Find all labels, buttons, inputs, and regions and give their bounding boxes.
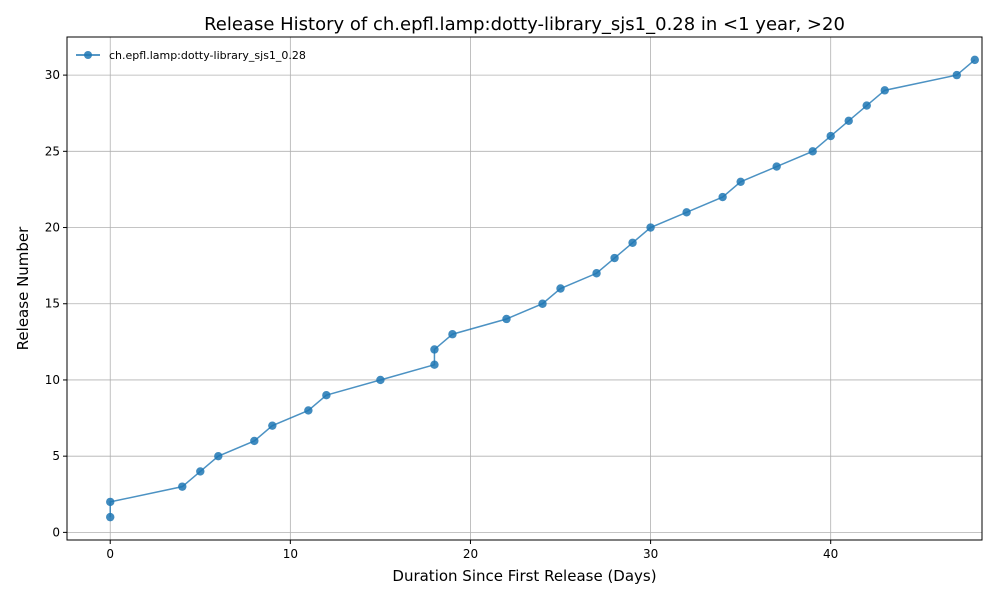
- data-point: [502, 314, 511, 324]
- data-point: [178, 482, 187, 491]
- x-tick-label: 40: [823, 547, 838, 561]
- data-point: [826, 131, 835, 141]
- data-point: [304, 406, 313, 415]
- data-point: [628, 238, 637, 247]
- x-axis-label: Duration Since First Release (Days): [392, 567, 656, 585]
- data-point: [430, 360, 439, 369]
- x-tick-label: 10: [283, 547, 298, 561]
- plot-frame: [66, 36, 983, 541]
- data-point: [970, 55, 979, 65]
- data-point: [250, 436, 259, 446]
- data-point: [808, 147, 817, 156]
- data-point: [322, 390, 331, 400]
- data-point: [772, 162, 781, 171]
- y-axis-ticks: 0 5 10 15 20 25 30: [45, 68, 67, 539]
- data-point: [592, 269, 601, 278]
- x-axis-ticks: 01020304050: [106, 540, 838, 561]
- y-tick-label: 5: [52, 449, 60, 463]
- data-point: [844, 116, 853, 126]
- x-tick-label: 20: [463, 547, 478, 561]
- data-point: [106, 497, 115, 507]
- data-point: [376, 375, 385, 385]
- x-tick-label: 30: [643, 547, 658, 561]
- chart-title: Release History of ch.epfl.lamp:dotty-li…: [204, 14, 845, 35]
- data-point: [106, 512, 115, 522]
- legend-marker-swatch: [84, 51, 92, 59]
- data-point: [268, 421, 277, 430]
- data-point: [196, 467, 205, 476]
- data-point: [556, 284, 565, 293]
- data-point: [610, 253, 619, 263]
- data-point: [952, 70, 961, 80]
- data-point: [214, 451, 223, 461]
- data-point: [448, 330, 457, 339]
- data-point: [538, 299, 547, 308]
- data-point: [646, 223, 655, 232]
- series-layer: [106, 55, 979, 522]
- data-point: [736, 177, 745, 187]
- data-point: [880, 86, 889, 95]
- legend: ch.epfl.lamp:dotty-library_sjs1_0.28: [76, 49, 306, 62]
- y-tick-label: 30: [45, 68, 60, 82]
- data-point: [430, 345, 439, 354]
- data-point: [682, 208, 691, 217]
- y-tick-label: 20: [45, 221, 60, 235]
- y-tick-label: 15: [45, 297, 60, 311]
- y-tick-label: 25: [45, 144, 60, 158]
- y-tick-label: 0: [52, 525, 60, 539]
- legend-entry-label: ch.epfl.lamp:dotty-library_sjs1_0.28: [109, 49, 306, 62]
- x-tick-label: 0: [106, 547, 114, 561]
- y-axis-label: Release Number: [14, 226, 32, 350]
- y-tick-label: 10: [45, 373, 60, 387]
- data-point: [718, 192, 727, 202]
- data-point: [862, 101, 871, 110]
